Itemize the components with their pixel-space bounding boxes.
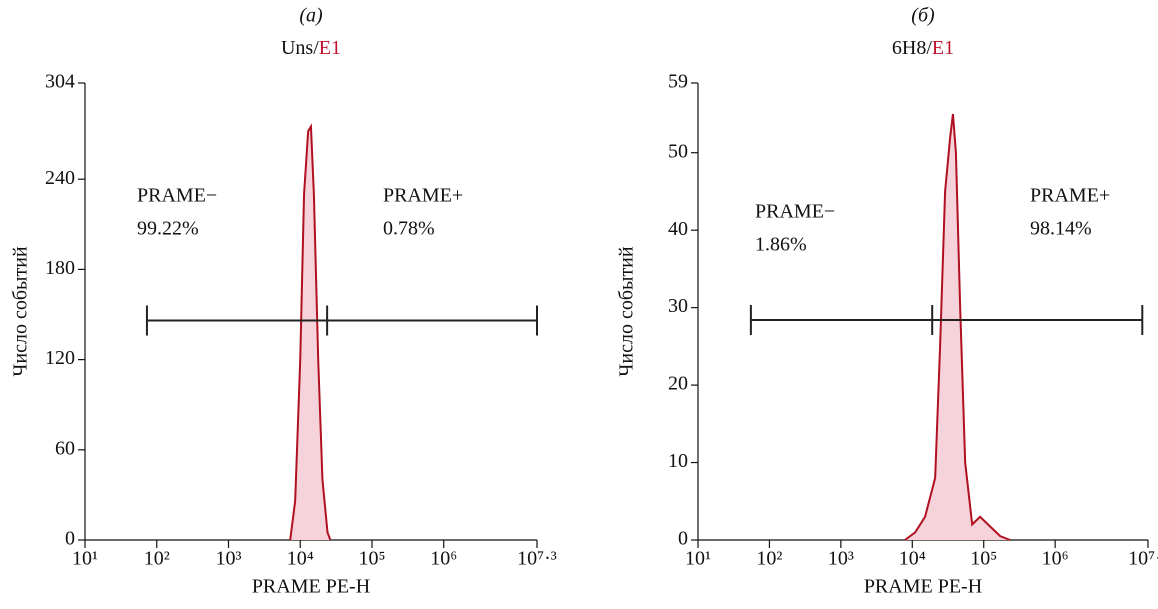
x-tick-label: 10⁴ [287,548,314,570]
chart-subtitle: Uns/E1 [281,37,341,59]
subtitle-part: E1 [319,37,341,59]
x-tick-label: 10¹ [685,548,711,570]
y-tick-label: 120 [45,347,75,369]
subtitle-part: 6H8/ [892,37,932,59]
y-tick-label: 10 [668,450,688,472]
y-axis-label: Число событий [616,246,638,376]
subtitle-part: Uns/ [281,37,319,59]
y-tick-label: 304 [45,71,75,93]
gate-percent: 98.14% [1030,218,1092,240]
x-axis-label: PRAME PE-H [864,576,982,598]
x-tick-label: 10⁵ [358,548,385,570]
y-tick-label: 40 [668,218,688,240]
y-tick-label: 240 [45,167,75,189]
x-tick-label: 10⁶ [430,548,457,570]
chart-title: (а) [299,5,323,27]
gate-percent: 99.22% [137,218,199,240]
histogram-line [904,113,1011,541]
gate-percent: 1.86% [755,234,807,256]
x-axis-label: PRAME PE-H [252,576,370,598]
gate-name: PRAME− [755,201,835,223]
chart-title: (б) [911,5,935,27]
gate-percent: 0.78% [383,218,435,240]
x-tick-label: 10³ [828,548,854,570]
x-tick-label: 10⁷·³ [517,548,557,570]
x-tick-label: 10⁵ [970,548,997,570]
x-tick-label: 10³ [215,548,241,570]
y-tick-label: 180 [45,257,75,279]
y-axis-label: Число событий [10,246,32,376]
y-tick-label: 0 [678,528,688,550]
y-tick-label: 0 [65,528,75,550]
x-tick-label: 10¹ [72,548,98,570]
y-tick-label: 20 [668,373,688,395]
gate-name: PRAME− [137,185,217,207]
subtitle-part: E1 [932,37,954,59]
histogram-fill [904,113,1011,541]
x-tick-label: 10² [756,548,782,570]
x-tick-label: 10² [144,548,170,570]
x-tick-label: 10⁴ [899,548,926,570]
x-tick-label: 10⁷·³ [1128,548,1158,570]
chart-subtitle: 6H8/E1 [892,37,954,59]
y-tick-label: 59 [668,71,688,93]
y-tick-label: 50 [668,140,688,162]
x-tick-label: 10⁶ [1042,548,1069,570]
y-tick-label: 60 [55,437,75,459]
gate-name: PRAME+ [383,185,463,207]
y-tick-label: 30 [668,295,688,317]
gate-name: PRAME+ [1030,185,1110,207]
histogram-line [289,123,332,541]
